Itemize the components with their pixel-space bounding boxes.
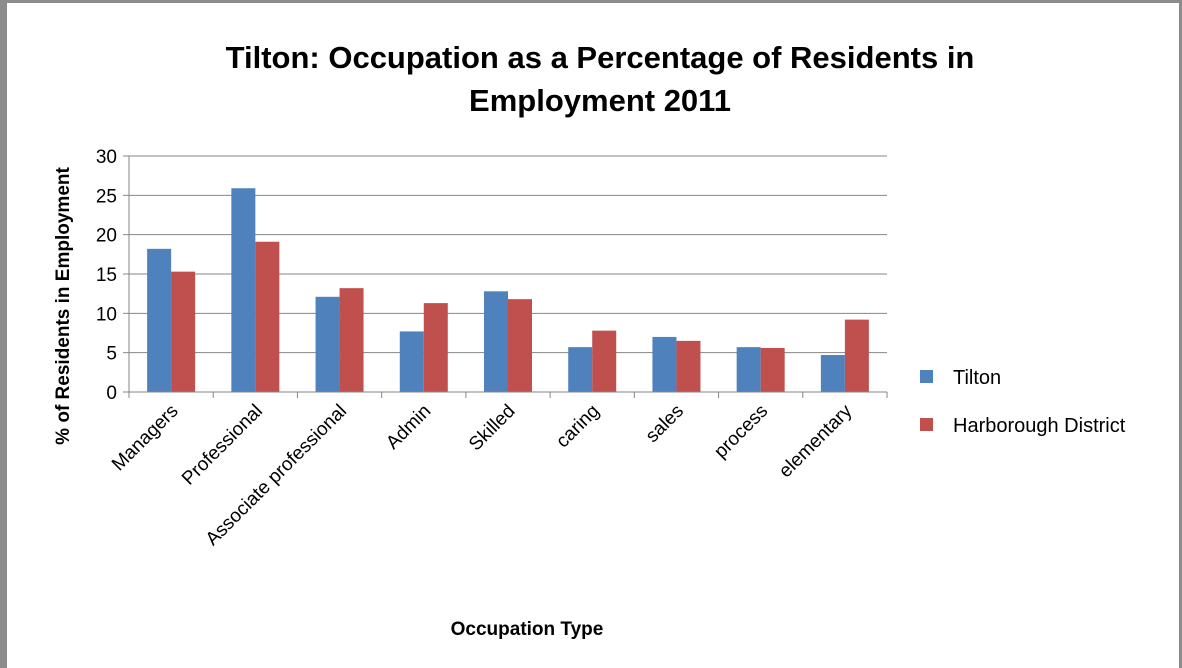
bar-harborough-7 [760, 347, 785, 392]
x-tick-label: Admin [382, 401, 435, 454]
bar-harborough-4 [508, 299, 532, 392]
x-tick-label: elementary [775, 400, 857, 482]
x-tick-label: Managers [108, 401, 183, 476]
bar-harborough-6 [676, 340, 701, 392]
chart-title-line-2: Employment 2011 [469, 83, 731, 118]
bar-tilton-4 [484, 291, 508, 392]
legend-swatch-harborough [920, 418, 933, 431]
legend-label-harborough: Harborough District [953, 415, 1126, 437]
x-axis-title: Occupation Type [451, 619, 604, 640]
bar-tilton-6 [652, 336, 677, 392]
bar-tilton-3 [399, 331, 424, 392]
bar-tilton-2 [315, 296, 340, 392]
y-tick-label: 10 [96, 304, 117, 325]
y-tick-labels: 0 5 10 15 20 25 30 [96, 147, 117, 404]
x-tick-label: caring [552, 401, 603, 452]
x-tick-label: Skilled [465, 401, 519, 455]
y-axis-title: % of Residents in Employment [53, 167, 74, 445]
chart-title-line-1: Tilton: Occupation as a Percentage of Re… [226, 40, 975, 75]
bar-harborough-8 [844, 319, 869, 392]
axes [128, 156, 888, 398]
legend-swatch-tilton [920, 370, 933, 383]
bar-harborough-1 [255, 241, 280, 392]
bar-tilton-0 [147, 248, 172, 392]
x-tick-label: process [710, 401, 772, 463]
y-tick-label: 5 [106, 344, 117, 365]
x-tick-label: Professional [178, 401, 267, 490]
y-tick-label: 15 [96, 265, 117, 286]
bar-tilton-1 [231, 188, 256, 392]
bar-harborough-3 [423, 303, 448, 392]
y-tick-label: 0 [106, 383, 117, 404]
bar-harborough-5 [592, 330, 617, 392]
legend: Tilton Harborough District [920, 367, 1126, 437]
bar-tilton-8 [820, 355, 845, 392]
legend-label-tilton: Tilton [953, 367, 1001, 389]
x-tick-label: sales [642, 401, 688, 447]
bar-harborough-0 [171, 271, 196, 392]
y-tick-label: 20 [96, 226, 117, 247]
bars [147, 188, 869, 392]
bar-tilton-5 [568, 347, 593, 392]
bar-tilton-7 [736, 347, 761, 392]
bar-harborough-2 [339, 288, 364, 392]
y-tick-label: 30 [96, 147, 117, 168]
x-tick-label: Associate professional [202, 401, 351, 550]
y-tick-label: 25 [96, 186, 117, 207]
